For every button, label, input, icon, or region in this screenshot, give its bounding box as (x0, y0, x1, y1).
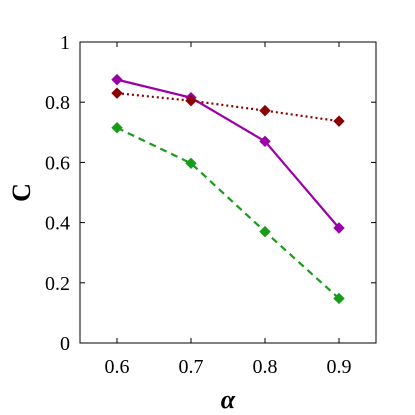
data-point-marker (333, 292, 345, 305)
ticks: 0 0.2 0.4 0.6 0.8 1 0.6 0.7 0.8 0.9 (45, 32, 376, 378)
data-point-marker (185, 157, 197, 170)
x-tick-label: 0.7 (179, 356, 204, 378)
y-tick-label: 0.4 (45, 213, 70, 235)
y-axis-title: C (7, 183, 36, 202)
data-point-marker (259, 225, 271, 238)
x-tick-label: 0.6 (105, 356, 130, 378)
y-tick-label: 0.8 (45, 92, 70, 114)
series-line-dashed (116, 126, 340, 300)
y-tick-label: 0 (60, 333, 70, 355)
series-line-solid (116, 78, 340, 229)
data-point-marker (111, 122, 123, 134)
data-point-marker (111, 87, 123, 99)
data-point-marker (185, 94, 197, 107)
x-tick-label: 0.9 (327, 356, 352, 378)
series-layer (111, 73, 345, 305)
data-point-marker (111, 73, 123, 86)
series-line-dotted (116, 92, 340, 123)
data-point-marker (333, 115, 345, 127)
data-point-marker (259, 104, 271, 117)
x-tick-label: 0.8 (253, 356, 278, 378)
y-tick-label: 0.6 (45, 152, 70, 174)
y-tick-label: 1 (60, 32, 70, 54)
y-tick-label: 0.2 (45, 273, 70, 295)
x-axis-title: α (221, 385, 236, 414)
plot-frame (79, 41, 377, 344)
data-point-marker (333, 222, 345, 234)
data-point-marker (259, 135, 271, 148)
